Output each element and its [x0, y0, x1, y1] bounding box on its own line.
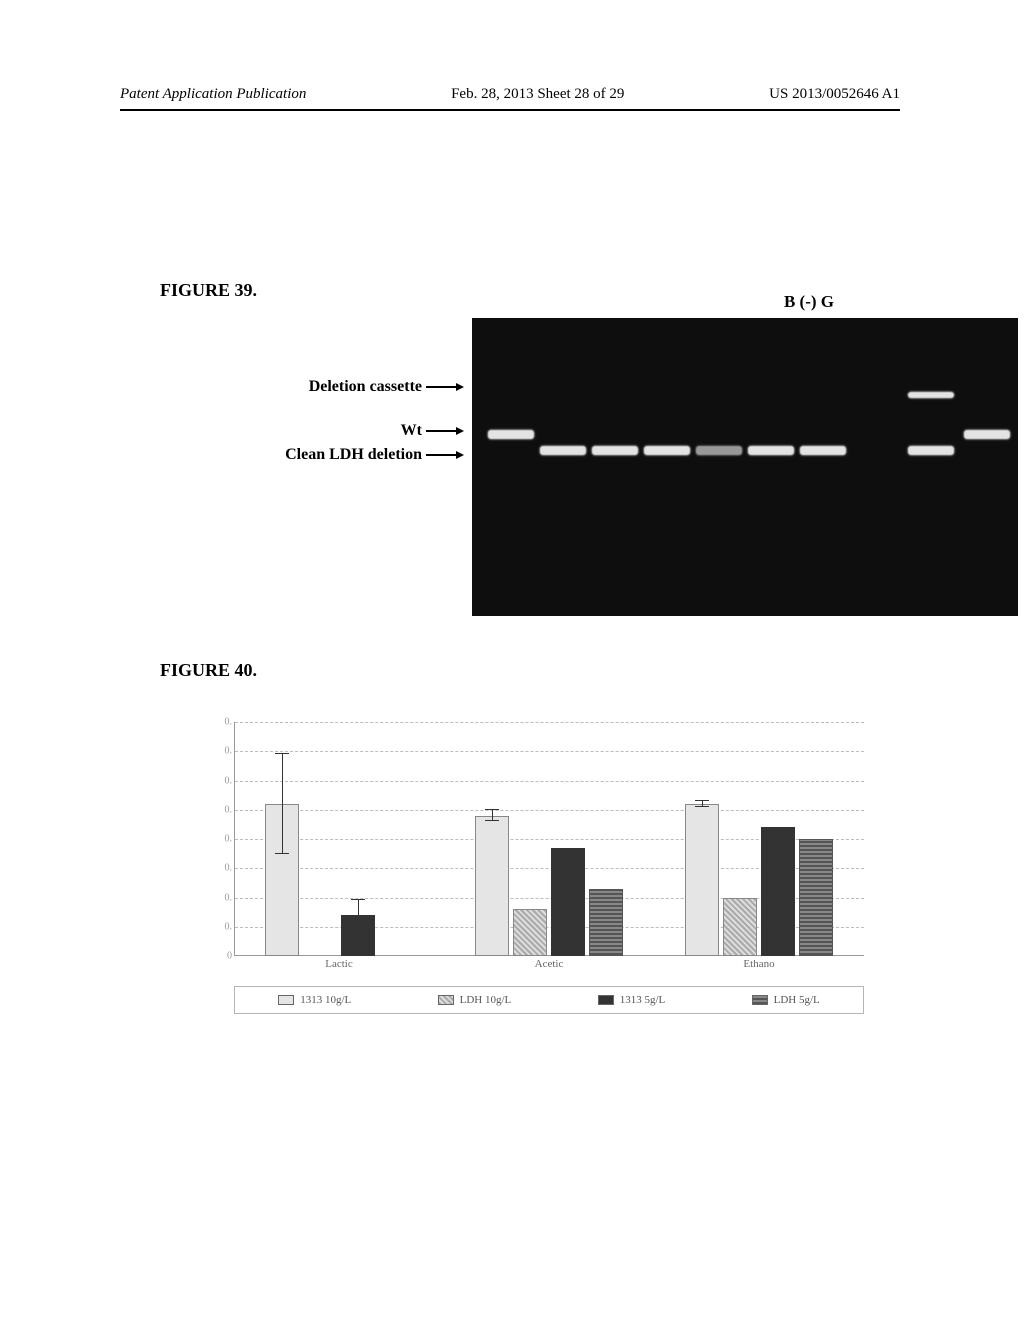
chart-legend: 1313 10g/L LDH 10g/L 1313 5g/L LDH 5g/L — [234, 986, 864, 1014]
gel-column-markers: B (-) G — [784, 292, 834, 312]
chart-bar — [723, 898, 757, 957]
label-clean-ldh-deletion: Clean LDH deletion — [160, 446, 464, 464]
x-tick-label: Lactic — [325, 958, 352, 970]
gel-band — [540, 446, 586, 455]
error-cap — [695, 806, 709, 807]
legend-swatch — [598, 995, 614, 1005]
y-tick-label: 0. — [200, 717, 232, 728]
y-tick-label: 0. — [200, 921, 232, 932]
gel-band — [908, 446, 954, 455]
gel-band — [908, 392, 954, 398]
arrow-icon — [426, 451, 464, 459]
error-cap — [485, 820, 499, 821]
y-tick-label: 0. — [200, 775, 232, 786]
legend-swatch — [438, 995, 454, 1005]
error-cap — [275, 853, 289, 854]
legend-swatch — [278, 995, 294, 1005]
page-header: Patent Application Publication Feb. 28, … — [120, 86, 900, 111]
legend-item: LDH 5g/L — [752, 994, 820, 1006]
gel-band — [964, 430, 1010, 439]
arrow-icon — [426, 427, 464, 435]
gel-row-labels: Deletion cassette Wt Clean LDH deletion — [160, 378, 464, 464]
legend-item: LDH 10g/L — [438, 994, 512, 1006]
y-tick-label: 0. — [200, 746, 232, 757]
legend-label: LDH 5g/L — [774, 994, 820, 1006]
figure-39-title: FIGURE 39. — [160, 280, 257, 301]
legend-label: LDH 10g/L — [460, 994, 512, 1006]
gridline — [235, 781, 864, 782]
y-tick-label: 0. — [200, 863, 232, 874]
arrow-icon — [426, 383, 464, 391]
legend-swatch — [752, 995, 768, 1005]
document-number: US 2013/0052646 A1 — [769, 86, 900, 103]
error-bar — [358, 900, 359, 929]
error-cap — [351, 929, 365, 930]
legend-item: 1313 5g/L — [598, 994, 666, 1006]
error-cap — [695, 800, 709, 801]
error-cap — [275, 753, 289, 754]
gridline — [235, 722, 864, 723]
chart-bar — [799, 839, 833, 956]
gel-band — [488, 430, 534, 439]
gel-band — [800, 446, 846, 455]
y-tick-label: 0. — [200, 892, 232, 903]
gridline — [235, 751, 864, 752]
x-tick-label: Ethano — [743, 958, 774, 970]
error-cap — [351, 899, 365, 900]
y-tick-label: 0. — [200, 804, 232, 815]
label-wt: Wt — [160, 422, 464, 440]
publication-type: Patent Application Publication — [120, 86, 306, 103]
chart-bar — [685, 804, 719, 956]
legend-label: 1313 5g/L — [620, 994, 666, 1006]
chart-bar — [589, 889, 623, 956]
x-tick-label: Acetic — [535, 958, 564, 970]
chart-bar — [761, 827, 795, 956]
gel-band — [748, 446, 794, 455]
error-bar — [282, 754, 283, 853]
gel-band — [592, 446, 638, 455]
chart-bar — [551, 848, 585, 956]
publication-date-sheet: Feb. 28, 2013 Sheet 28 of 29 — [451, 86, 624, 103]
figure-40-title: FIGURE 40. — [160, 660, 257, 681]
gel-image — [472, 318, 1018, 616]
legend-label: 1313 10g/L — [300, 994, 351, 1006]
legend-item: 1313 10g/L — [278, 994, 351, 1006]
label-deletion-cassette: Deletion cassette — [160, 378, 464, 396]
gridline — [235, 810, 864, 811]
error-cap — [485, 809, 499, 810]
chart-bar — [475, 816, 509, 956]
chart-bar — [513, 909, 547, 956]
y-tick-label: 0 — [200, 951, 232, 962]
y-tick-label: 0. — [200, 834, 232, 845]
figure-40-chart: 1313 10g/L LDH 10g/L 1313 5g/L LDH 5g/L 0 0.… — [200, 722, 864, 1014]
gel-band — [696, 446, 742, 455]
gel-band — [644, 446, 690, 455]
